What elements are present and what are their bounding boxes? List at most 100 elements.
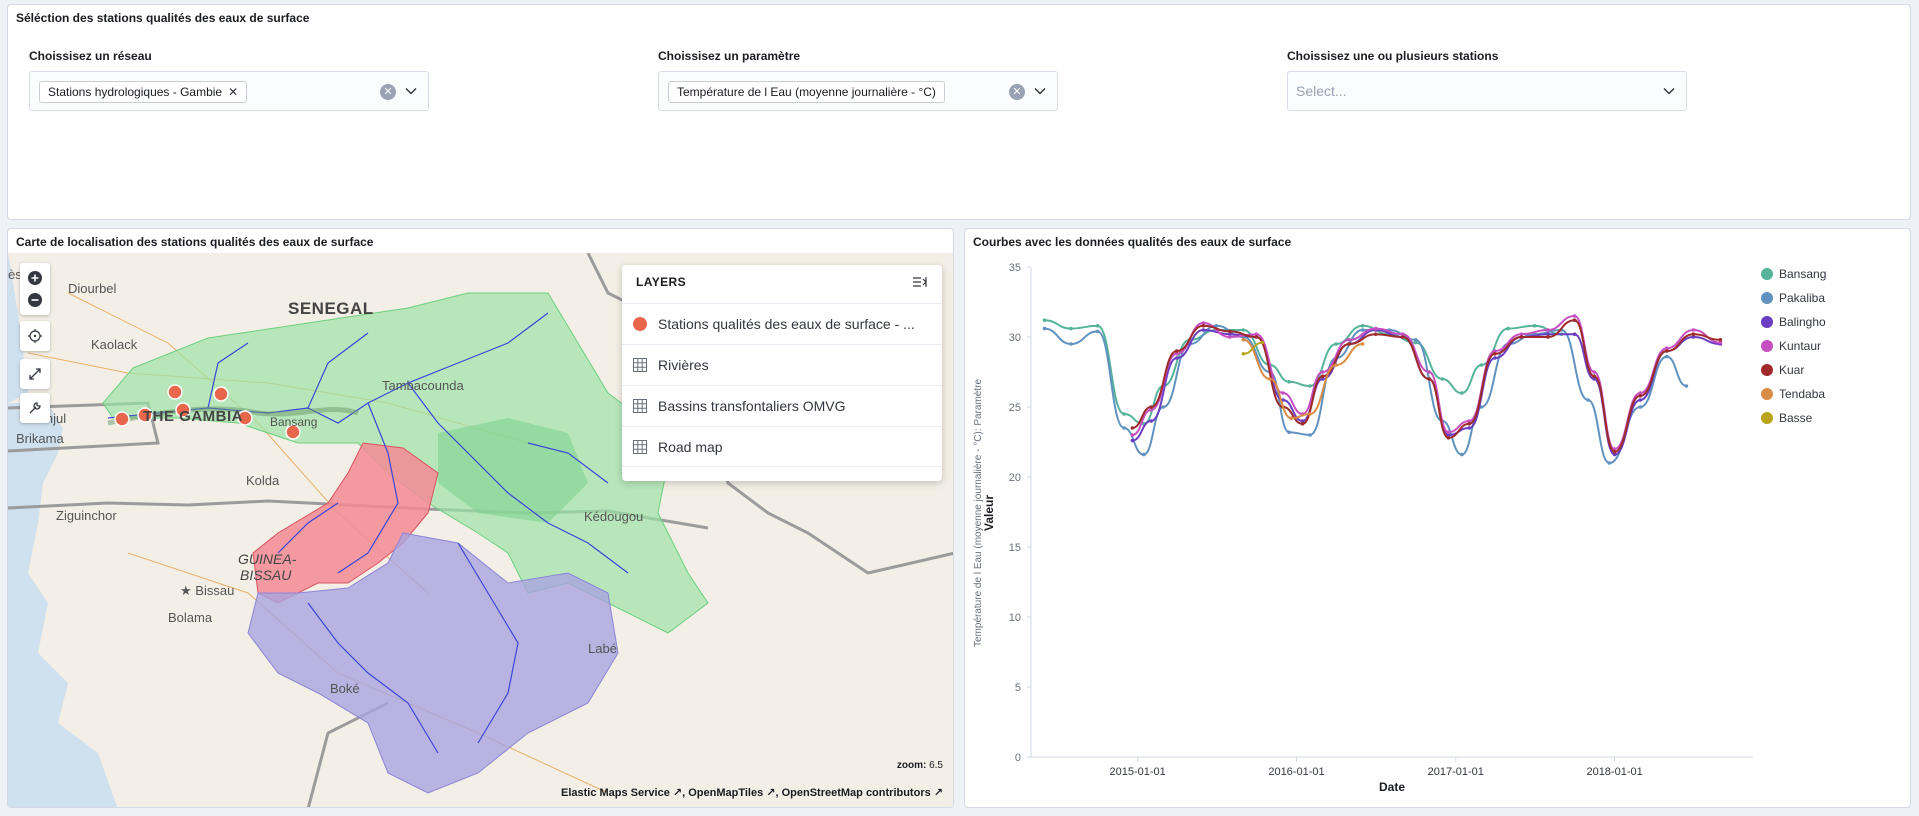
data-point bbox=[1260, 340, 1265, 345]
attribution-link[interactable]: OpenMapTiles bbox=[688, 787, 764, 799]
layer-item-road-map[interactable]: Road map bbox=[622, 426, 942, 467]
clear-network-icon[interactable]: ✕ bbox=[380, 84, 396, 100]
data-point bbox=[1130, 433, 1135, 437]
data-point bbox=[1161, 405, 1166, 409]
data-point bbox=[1519, 335, 1524, 339]
remove-network-icon[interactable]: ✕ bbox=[228, 85, 239, 99]
place-label: THE GAMBIA bbox=[143, 408, 243, 425]
legend-item[interactable]: Balingho bbox=[1761, 315, 1826, 329]
y-tick-label: 30 bbox=[1009, 332, 1021, 344]
zoom-in-icon[interactable] bbox=[27, 270, 43, 286]
data-point bbox=[1334, 342, 1338, 346]
data-point bbox=[1467, 419, 1472, 423]
data-point bbox=[1347, 342, 1351, 346]
data-point bbox=[1400, 335, 1405, 339]
data-point bbox=[1607, 461, 1612, 465]
data-point bbox=[1042, 326, 1047, 331]
data-point bbox=[1638, 398, 1643, 402]
legend-item[interactable]: Kuntaur bbox=[1761, 339, 1821, 353]
place-label: Tambacounda bbox=[382, 378, 464, 393]
chart-panel-title: Courbes avec les données qualités des ea… bbox=[973, 235, 1292, 249]
data-point bbox=[1095, 329, 1100, 334]
layers-panel: LAYERS Stations qualités des eaux de sur… bbox=[622, 265, 942, 481]
data-point bbox=[1493, 349, 1497, 353]
parameter-control: Choissisez un paramètre Température de l… bbox=[658, 49, 1058, 111]
chevron-down-icon[interactable] bbox=[1033, 84, 1047, 98]
data-point bbox=[1149, 405, 1153, 409]
data-point bbox=[1174, 349, 1179, 353]
clear-parameter-icon[interactable]: ✕ bbox=[1009, 84, 1025, 100]
map-panel-title: Carte de localisation des stations quali… bbox=[16, 235, 374, 249]
x-axis-label: Date bbox=[1379, 780, 1405, 794]
data-point bbox=[1141, 452, 1146, 457]
place-label: GUINEA- bbox=[238, 551, 297, 567]
line-chart[interactable]: 0 5 10 15 20 25 30 35 2015-01-01 2016-01-01 2017-0… bbox=[965, 253, 1911, 808]
place-label: Labé bbox=[588, 641, 617, 656]
parameter-combobox[interactable]: Température de l Eau (moyenne journalièr… bbox=[658, 71, 1058, 111]
y-tick-label: 35 bbox=[1009, 262, 1021, 274]
network-selected-pill: Stations hydrologiques - Gambie ✕ bbox=[39, 81, 248, 103]
data-point bbox=[1460, 452, 1464, 457]
layer-item-bassins[interactable]: Bassins transfontaliers OMVG bbox=[622, 385, 942, 426]
layer-item-stations[interactable]: Stations qualités des eaux de surface - … bbox=[622, 303, 942, 344]
legend-item[interactable]: Basse bbox=[1761, 411, 1812, 425]
legend-item[interactable]: Pakaliba bbox=[1761, 291, 1825, 305]
parameter-selected-value: Température de l Eau (moyenne journalièr… bbox=[677, 85, 936, 99]
data-point bbox=[1360, 324, 1365, 328]
legend-item[interactable]: Tendaba bbox=[1761, 387, 1825, 401]
data-point bbox=[1320, 374, 1325, 378]
map-canvas[interactable]: ès Diourbel SENEGAL Kaolack Tambacounda … bbox=[8, 253, 953, 807]
data-point bbox=[1069, 342, 1073, 346]
station-markers bbox=[114, 384, 301, 440]
layer-label: Bassins transfontaliers OMVG bbox=[658, 398, 846, 414]
zoom-controls bbox=[20, 263, 50, 315]
place-label: Brikama bbox=[16, 431, 64, 446]
stations-combobox[interactable]: Select... bbox=[1287, 71, 1687, 111]
attribution-link[interactable]: OpenStreetMap contributors bbox=[781, 787, 931, 799]
grid-icon bbox=[633, 439, 647, 454]
data-point bbox=[1440, 377, 1445, 381]
locate-button[interactable] bbox=[20, 321, 50, 351]
grid-icon bbox=[633, 358, 647, 372]
layer-item-rivieres[interactable]: Rivières bbox=[622, 344, 942, 385]
chevron-down-icon[interactable] bbox=[404, 84, 418, 98]
network-control: Choissisez un réseau Stations hydrologiq… bbox=[29, 49, 429, 111]
data-point bbox=[1149, 408, 1153, 412]
data-point bbox=[1122, 412, 1126, 416]
data-point bbox=[1592, 374, 1596, 378]
x-tick-label: 2018-01-01 bbox=[1586, 766, 1642, 778]
data-point bbox=[1400, 332, 1405, 336]
layer-label: Stations qualités des eaux de surface - … bbox=[658, 316, 915, 332]
y-tick-label: 10 bbox=[1009, 612, 1021, 624]
y-tick-label: 15 bbox=[1009, 542, 1021, 554]
data-point bbox=[1228, 332, 1232, 336]
place-label: BISSAU bbox=[240, 567, 292, 583]
place-label: Boké bbox=[330, 681, 360, 696]
data-point bbox=[1665, 346, 1669, 350]
data-point bbox=[1308, 433, 1312, 437]
data-point bbox=[1201, 321, 1206, 325]
data-point bbox=[1546, 335, 1550, 339]
legend-item[interactable]: Kuar bbox=[1761, 363, 1804, 377]
data-point bbox=[1130, 438, 1135, 443]
legend-item[interactable]: Bansang bbox=[1761, 267, 1826, 281]
legend-dot bbox=[1761, 316, 1773, 328]
data-point bbox=[1413, 338, 1418, 342]
data-point bbox=[1665, 349, 1669, 353]
data-point bbox=[1268, 377, 1272, 381]
data-point bbox=[1069, 326, 1073, 331]
data-point bbox=[1506, 326, 1510, 331]
draw-tool-button[interactable] bbox=[20, 393, 50, 423]
data-point bbox=[1254, 332, 1259, 336]
chevron-down-icon[interactable] bbox=[1662, 84, 1676, 98]
data-point bbox=[1360, 342, 1365, 346]
legend-dot bbox=[1761, 340, 1773, 352]
attribution-link[interactable]: Elastic Maps Service bbox=[560, 787, 670, 799]
legend-dot bbox=[1761, 388, 1773, 400]
network-combobox[interactable]: Stations hydrologiques - Gambie ✕ ✕ bbox=[29, 71, 429, 111]
data-point bbox=[1592, 370, 1596, 374]
zoom-out-icon[interactable] bbox=[27, 292, 43, 308]
legend-label: Pakaliba bbox=[1779, 291, 1826, 305]
fullscreen-button[interactable] bbox=[20, 359, 50, 389]
collapse-layers-icon[interactable] bbox=[912, 275, 928, 289]
